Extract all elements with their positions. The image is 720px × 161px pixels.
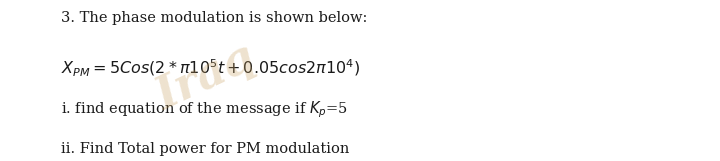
Text: Iraq: Iraq xyxy=(149,36,261,119)
Text: $X_{PM} = 5Cos(2 * \pi10^5t + 0.05cos2\pi10^4)$: $X_{PM} = 5Cos(2 * \pi10^5t + 0.05cos2\p… xyxy=(61,58,361,79)
Text: 3. The phase modulation is shown below:: 3. The phase modulation is shown below: xyxy=(61,11,368,25)
Text: i. find equation of the message if $K_p$=5: i. find equation of the message if $K_p$… xyxy=(61,100,348,120)
Text: ii. Find Total power for PM modulation: ii. Find Total power for PM modulation xyxy=(61,142,350,156)
